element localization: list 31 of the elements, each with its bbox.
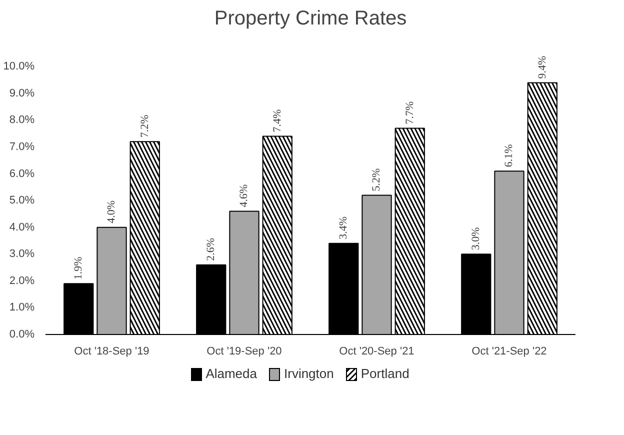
data-label: 3.0% [470, 227, 482, 250]
x-tick-label: Oct '18-Sep '19 [74, 346, 150, 358]
legend-label: Alameda [206, 365, 257, 383]
y-tick-label: 7.0% [9, 141, 35, 153]
x-tick-label: Oct '20-Sep '21 [339, 346, 414, 358]
chart-title: Property Crime Rates [214, 8, 407, 30]
data-label: 5.2% [370, 168, 383, 192]
y-tick-label: 1.0% [9, 302, 35, 314]
y-tick-label: 8.0% [9, 114, 35, 126]
data-label: 3.4% [338, 216, 350, 240]
y-tick-label: 4.0% [9, 221, 35, 234]
data-label: 4.6% [238, 184, 250, 208]
data-label: 7.2% [138, 114, 151, 138]
y-tick-label: 2.0% [9, 274, 35, 287]
legend-label: Portland [360, 365, 410, 383]
x-tick-label: Oct '21-Sep '22 [472, 346, 547, 358]
data-label: 4.0% [106, 200, 118, 224]
y-tick-label: 3.0% [9, 248, 35, 260]
data-label: 9.4% [536, 56, 548, 79]
y-tick-label: 5.0% [9, 194, 35, 207]
legend-label: Irvington [284, 365, 334, 383]
data-label: 7.7% [404, 101, 416, 124]
y-tick-label: 9.0% [9, 87, 35, 100]
data-label: 7.4% [271, 109, 284, 132]
y-tick-label: 0.0% [9, 328, 35, 340]
data-label: 6.1% [503, 144, 516, 168]
data-label: 1.9% [72, 256, 85, 280]
y-tick-label: 6.0% [9, 168, 35, 180]
data-label: 2.6% [205, 238, 218, 261]
x-tick-label: Oct '19-Sep '20 [206, 346, 282, 358]
y-tick-label: 10.0% [3, 60, 35, 73]
